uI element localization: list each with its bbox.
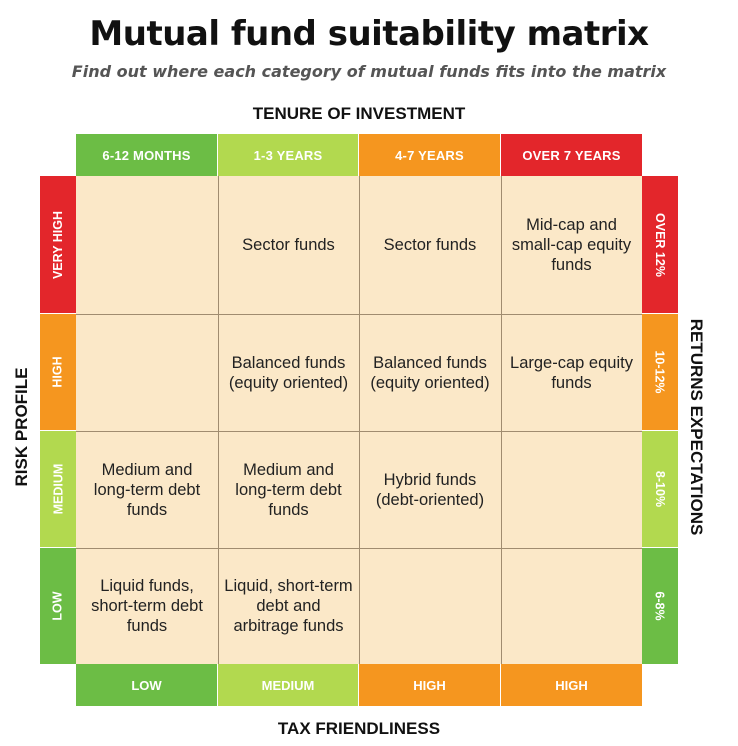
matrix-cell-veryhigh-4-7y: Sector funds — [383, 236, 477, 254]
risk-label-text: VERY HIGH — [51, 210, 66, 279]
page-subtitle: Find out where each category of mutual f… — [71, 62, 667, 81]
matrix-cell-high-4-7y: Balanced funds (equity oriented) — [370, 353, 490, 392]
axis-label-tenure: TENURE OF INVESTMENT — [252, 104, 466, 123]
tenure-header-1-3-years: 1-3 YEARS — [218, 134, 359, 176]
axis-label-tax: TAX FRIENDLINESS — [277, 719, 441, 738]
axis-label-risk: RISK PROFILE — [12, 367, 31, 487]
matrix-cell-high-6-12m — [76, 314, 218, 431]
page-title: Mutual fund suitability matrix — [89, 14, 649, 54]
tenure-header-6-12-months: 6-12 MONTHS — [76, 134, 218, 176]
grid-divider — [359, 176, 360, 664]
matrix-cell-low-1-3y: Liquid, short-term debt and arbitrage fu… — [224, 577, 353, 635]
returns-label-6-8: 6-8% — [642, 548, 678, 664]
returns-label-text: OVER 12% — [653, 212, 668, 277]
matrix-cell-medium-4-7y: Hybrid funds (debt-oriented) — [375, 470, 485, 509]
risk-label-text: MEDIUM — [51, 463, 66, 515]
matrix-cell-low-over-7y — [501, 548, 642, 664]
matrix-cell-veryhigh-6-12m — [76, 176, 218, 314]
grid-divider — [76, 314, 642, 315]
matrix-cell-medium-6-12m: Medium and long-term debt funds — [93, 460, 201, 519]
returns-label-text: 10-12% — [653, 350, 667, 394]
matrix-cell-high-over-7y: Large-cap equity funds — [510, 353, 633, 392]
matrix-cell-veryhigh-1-3y: Sector funds — [242, 236, 335, 254]
tenure-header-over-7-years: OVER 7 YEARS — [501, 134, 642, 176]
returns-label-over-12: OVER 12% — [642, 176, 678, 314]
risk-label-high: HIGH — [40, 314, 76, 431]
risk-label-medium: MEDIUM — [40, 431, 76, 548]
returns-label-text: 8-10% — [653, 470, 668, 508]
matrix-cell-low-6-12m: Liquid funds, short-term debt funds — [91, 577, 203, 635]
tax-label-low: LOW — [76, 664, 218, 706]
matrix-cell-veryhigh-over-7y: Mid-cap and small-cap equity funds — [511, 216, 632, 274]
returns-label-8-10: 8-10% — [642, 431, 678, 548]
matrix-cell-medium-1-3y: Medium and long-term debt funds — [235, 460, 342, 519]
tenure-header-4-7-years: 4-7 YEARS — [359, 134, 501, 176]
risk-label-very-high: VERY HIGH — [40, 176, 76, 314]
risk-label-text: HIGH — [51, 356, 65, 388]
grid-divider — [501, 176, 502, 664]
matrix-cell-high-1-3y: Balanced funds (equity oriented) — [228, 353, 349, 392]
grid-divider — [76, 431, 642, 432]
risk-label-text: LOW — [50, 591, 65, 621]
grid-divider — [218, 176, 219, 664]
axis-label-returns: RETURNS EXPECTATIONS — [687, 318, 706, 536]
tax-label-high: HIGH — [359, 664, 501, 706]
tax-label-medium: MEDIUM — [218, 664, 359, 706]
suitability-matrix: Sector funds Sector funds Mid-cap and sm… — [76, 176, 642, 664]
risk-label-low: LOW — [40, 548, 76, 664]
matrix-cell-low-4-7y — [359, 548, 501, 664]
tax-label-high: HIGH — [501, 664, 642, 706]
returns-label-text: 6-8% — [653, 591, 667, 621]
grid-divider — [76, 548, 642, 549]
returns-label-10-12: 10-12% — [642, 314, 678, 431]
matrix-cell-medium-over-7y — [501, 431, 642, 548]
